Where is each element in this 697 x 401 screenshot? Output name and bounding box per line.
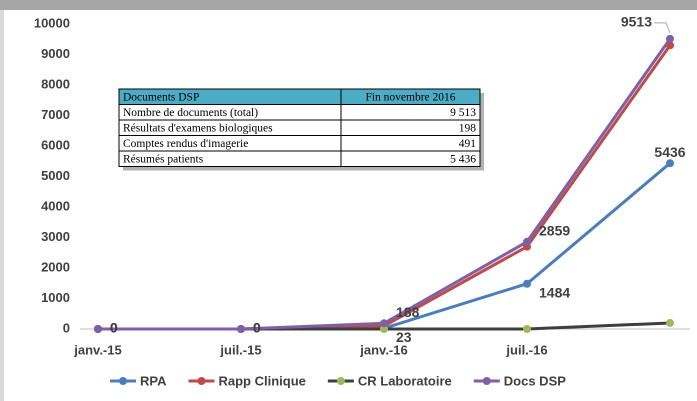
series-marker <box>523 237 531 246</box>
legend-label: Rapp Clinique <box>218 373 305 388</box>
top-band <box>0 0 697 10</box>
y-tick-label: 1000 <box>41 290 70 305</box>
series-line <box>98 162 671 331</box>
data-label: 0 <box>253 320 261 336</box>
y-tick-label: 3000 <box>41 229 70 244</box>
legend-label: Docs DSP <box>504 373 566 388</box>
data-label: 5436 <box>654 144 685 160</box>
y-tick-label: 7000 <box>41 107 70 122</box>
y-tick-label: 2000 <box>41 259 70 274</box>
series-marker <box>94 325 102 333</box>
legend-label: RPA <box>140 373 167 388</box>
data-label: 0 <box>110 320 118 336</box>
data-label: 9513 <box>621 14 652 30</box>
left-band <box>0 10 4 401</box>
legend-label: CR Laboratoire <box>358 373 452 388</box>
legend-marker <box>482 377 491 385</box>
table-cell: Nombre de documents (total) <box>123 107 258 119</box>
y-tick-label: 8000 <box>41 76 70 91</box>
y-tick-label: 6000 <box>41 137 70 152</box>
x-tick-label: janv.-15 <box>73 342 121 357</box>
table-cell: 5 436 <box>450 153 476 165</box>
table-cell: Résultats d'examens biologiques <box>123 122 273 134</box>
data-label: 23 <box>396 329 412 345</box>
series-marker <box>237 325 245 333</box>
data-label: 188 <box>396 304 420 320</box>
series-marker <box>666 318 674 327</box>
data-label: 2859 <box>539 223 570 239</box>
x-tick-label: juil.-16 <box>505 342 547 357</box>
table-cell: Documents DSP <box>123 91 199 103</box>
series-marker <box>380 319 388 328</box>
table-cell: 198 <box>459 122 477 134</box>
series-line <box>98 44 672 331</box>
x-tick-label: janv.-16 <box>359 342 407 357</box>
y-tick-label: 4000 <box>41 198 70 213</box>
y-tick-label: 0 <box>63 320 70 335</box>
data-label: 0 <box>110 320 118 336</box>
series-line <box>98 37 672 331</box>
table-cell: Fin novembre 2016 <box>365 91 455 103</box>
series-marker <box>666 159 674 168</box>
x-tick-label: juil.-15 <box>219 342 261 357</box>
table-cell: 491 <box>459 138 477 150</box>
legend-marker <box>197 377 206 385</box>
y-tick-label: 10000 <box>34 15 70 30</box>
legend-marker <box>336 377 345 385</box>
table-cell: 9 513 <box>450 107 476 119</box>
data-label: 1484 <box>539 284 570 300</box>
series-marker <box>666 41 674 50</box>
series-marker <box>523 279 531 288</box>
y-tick-label: 9000 <box>41 46 70 61</box>
data-label: 0 <box>253 320 261 336</box>
series-marker <box>380 325 388 333</box>
leader-line <box>654 22 671 34</box>
series-marker <box>666 34 674 43</box>
table-cell: Comptes rendus d'imagerie <box>123 138 248 150</box>
table-cell: Résumés patients <box>123 153 204 165</box>
plot: 0 1000 2000 3000 4000 5000 6000 7000 8000 9000 100… <box>34 14 690 388</box>
table: Documents DSP Fin novembre 2016 Nombre de … <box>118 88 484 171</box>
legend-marker <box>119 377 127 385</box>
y-tick-label: 5000 <box>41 168 70 183</box>
series-marker <box>523 325 531 333</box>
